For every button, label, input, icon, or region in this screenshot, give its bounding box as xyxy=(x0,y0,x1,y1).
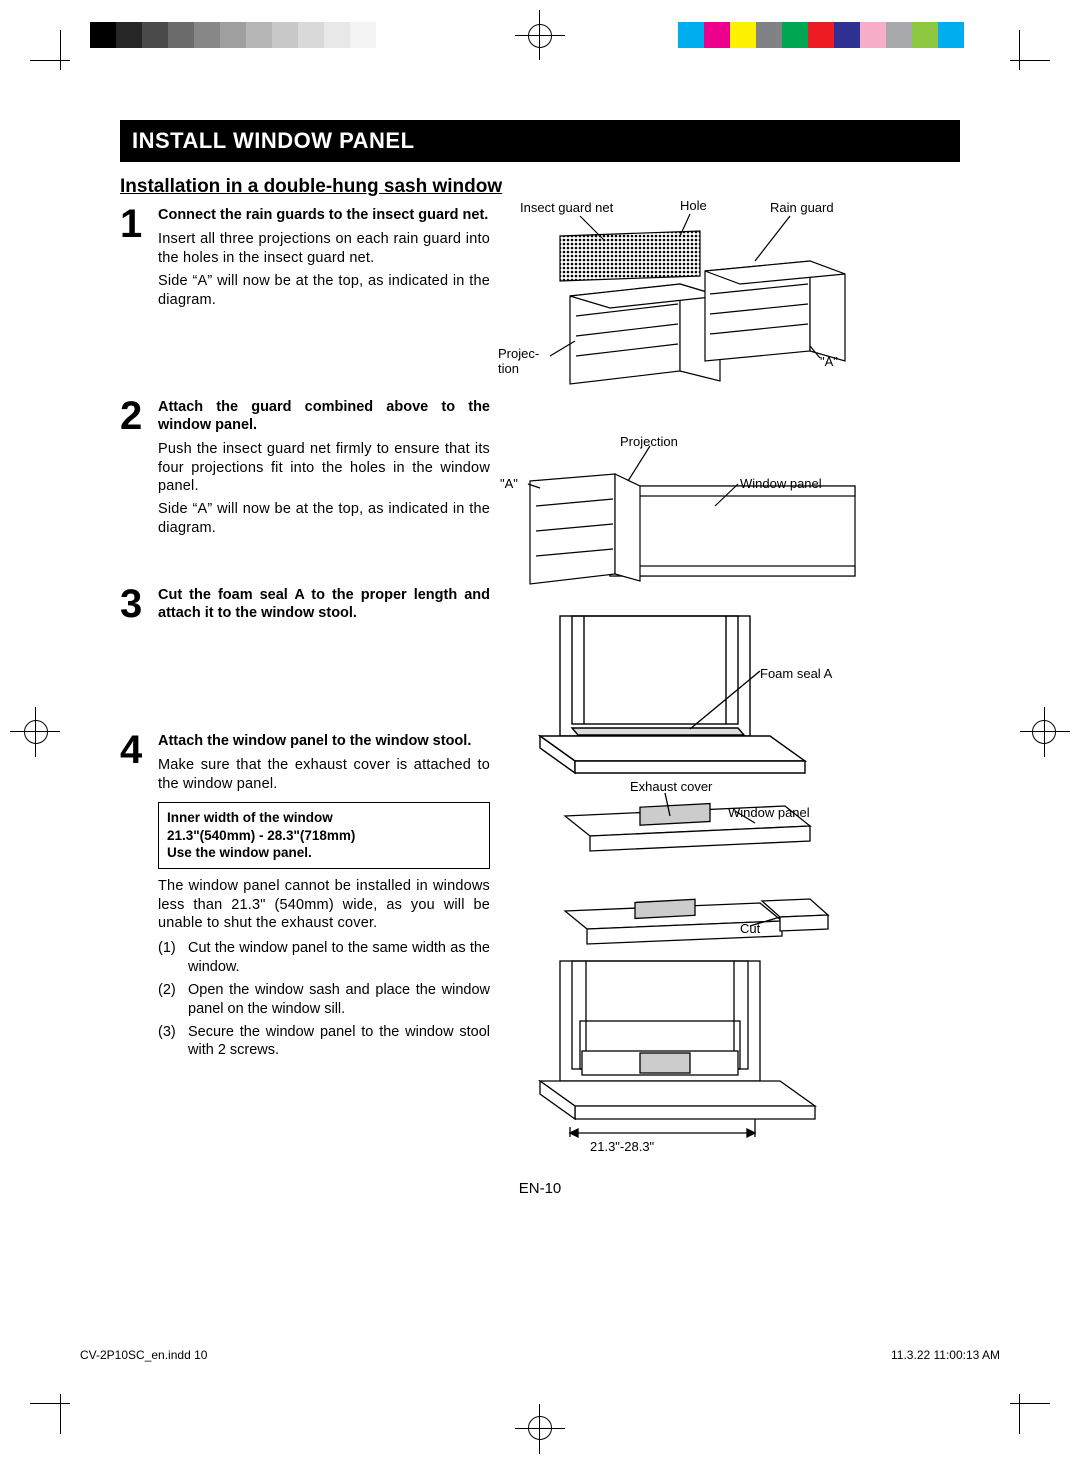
swatch xyxy=(912,22,938,48)
diagram3-svg xyxy=(510,611,870,781)
step-title: Cut the foam seal A to the proper length… xyxy=(158,586,490,622)
grayscale-bar xyxy=(90,22,402,48)
swatch xyxy=(782,22,808,48)
box-line: Inner width of the window xyxy=(167,809,481,827)
label-width: 21.3"-28.3" xyxy=(590,1139,654,1154)
page-number: EN-10 xyxy=(519,1180,562,1197)
swatch xyxy=(194,22,220,48)
swatch xyxy=(678,22,704,48)
diagram-step3: Foam seal A xyxy=(510,611,880,781)
label-rain-guard: Rain guard xyxy=(770,200,834,215)
step-text: Side “A” will now be at the top, as indi… xyxy=(158,500,490,538)
swatch xyxy=(168,22,194,48)
swatch xyxy=(350,22,376,48)
box-line: 21.3"(540mm) - 28.3"(718mm) xyxy=(167,827,481,845)
step-text: Side “A” will now be at the top, as indi… xyxy=(158,272,490,310)
swatch xyxy=(756,22,782,48)
label-foam-seal: Foam seal A xyxy=(760,666,832,681)
step-title: Attach the window panel to the window st… xyxy=(158,732,490,750)
step-text: Push the insect guard net firmly to ensu… xyxy=(158,440,490,497)
diagram-step2: Projection "A" Window panel xyxy=(510,436,880,606)
diagram-step1: Insect guard net Hole Rain guard Projec-… xyxy=(510,206,880,416)
step-number: 2 xyxy=(120,398,148,542)
swatch xyxy=(90,22,116,48)
swatch xyxy=(298,22,324,48)
step-1: 1 Connect the rain guards to the insect … xyxy=(120,206,490,314)
step-number: 4 xyxy=(120,732,148,1064)
diagram2-svg xyxy=(510,436,870,606)
step-4: 4 Attach the window panel to the window … xyxy=(120,732,490,1064)
swatch xyxy=(704,22,730,48)
swatch xyxy=(834,22,860,48)
diagram-step4: Exhaust cover Window panel Cut 21.3"-28.… xyxy=(510,781,880,1161)
label-window-panel: Window panel xyxy=(740,476,822,491)
swatch xyxy=(730,22,756,48)
swatch xyxy=(272,22,298,48)
swatch xyxy=(220,22,246,48)
label-hole: Hole xyxy=(680,198,707,213)
list-item: Open the window sash and place the windo… xyxy=(188,981,490,1019)
step-text: The window panel cannot be installed in … xyxy=(158,877,490,934)
step-title: Connect the rain guards to the insect gu… xyxy=(158,206,490,224)
diagram1-svg xyxy=(510,206,870,416)
swatch xyxy=(246,22,272,48)
swatch xyxy=(116,22,142,48)
label-cut: Cut xyxy=(740,921,760,936)
label-window-panel: Window panel xyxy=(728,805,810,820)
footer-filename: CV-2P10SC_en.indd 10 xyxy=(80,1348,207,1362)
color-bar xyxy=(678,22,990,48)
page-content: INSTALL WINDOW PANEL Installation in a d… xyxy=(120,120,960,1161)
swatch xyxy=(860,22,886,48)
step-3: 3 Cut the foam seal A to the proper leng… xyxy=(120,586,490,628)
label-insect-guard-net: Insect guard net xyxy=(520,200,613,215)
swatch xyxy=(376,22,402,48)
box-line: Use the window panel. xyxy=(167,844,481,862)
footer-timestamp: 11.3.22 11:00:13 AM xyxy=(891,1348,1000,1362)
label-a: "A" xyxy=(500,476,518,491)
swatch xyxy=(142,22,168,48)
swatch xyxy=(964,22,990,48)
step-text: Insert all three projections on each rai… xyxy=(158,230,490,268)
subtitle: Installation in a double-hung sash windo… xyxy=(120,176,960,198)
label-exhaust-cover: Exhaust cover xyxy=(630,779,712,794)
diagram-column: Insect guard net Hole Rain guard Projec-… xyxy=(510,206,880,1161)
step-number: 1 xyxy=(120,206,148,314)
label-a: "A" xyxy=(820,354,838,369)
step-title: Attach the guard combined above to the w… xyxy=(158,398,490,434)
label-projection: Projec- tion xyxy=(498,346,539,376)
text-column: 1 Connect the rain guards to the insect … xyxy=(120,206,490,1161)
section-title: INSTALL WINDOW PANEL xyxy=(120,120,960,162)
swatch xyxy=(808,22,834,48)
info-box: Inner width of the window 21.3"(540mm) -… xyxy=(158,802,490,869)
step-2: 2 Attach the guard combined above to the… xyxy=(120,398,490,542)
list-item: Cut the window panel to the same width a… xyxy=(188,939,490,977)
label-projection: Projection xyxy=(620,434,678,449)
swatch xyxy=(938,22,964,48)
numbered-list: (1)Cut the window panel to the same widt… xyxy=(158,939,490,1060)
step-number: 3 xyxy=(120,586,148,628)
diagram4-svg xyxy=(510,781,870,1161)
list-item: Secure the window panel to the window st… xyxy=(188,1023,490,1061)
swatch xyxy=(324,22,350,48)
swatch xyxy=(886,22,912,48)
step-text: Make sure that the exhaust cover is atta… xyxy=(158,756,490,794)
